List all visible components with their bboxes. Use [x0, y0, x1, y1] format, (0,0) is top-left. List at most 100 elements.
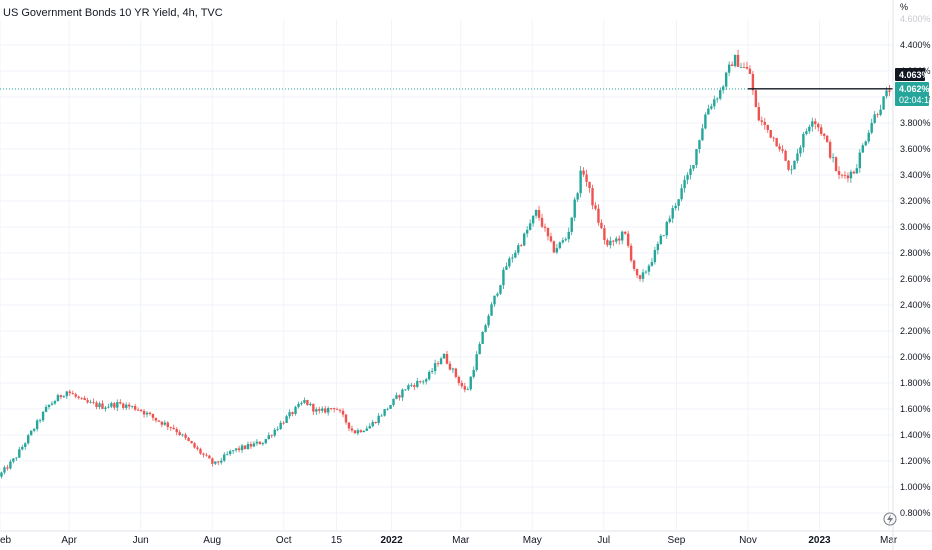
candle-body	[674, 205, 677, 209]
candle-body	[341, 410, 345, 415]
candle-body	[142, 410, 146, 415]
candles	[0, 49, 891, 479]
candle-body	[107, 406, 110, 408]
candle-body	[220, 460, 223, 463]
candle-body	[736, 54, 740, 67]
x-tick-label: Apr	[61, 535, 77, 546]
candle-body	[778, 146, 781, 150]
candle-body	[609, 240, 612, 246]
y-tick-label: 3.600%	[900, 144, 931, 154]
candle-body	[760, 120, 764, 122]
candle-body	[573, 199, 576, 218]
candle-body	[306, 400, 309, 406]
candle-body	[745, 66, 749, 69]
candle-body	[822, 133, 826, 136]
candle-body	[484, 325, 487, 332]
candle-body	[18, 449, 21, 458]
candle-body	[876, 114, 879, 116]
candle-body	[347, 422, 351, 429]
candle-body	[656, 243, 660, 251]
candle-body	[540, 217, 544, 227]
candle-body	[303, 400, 306, 403]
x-tick-label: Oct	[276, 535, 292, 546]
candle-body	[561, 240, 565, 243]
candle-body	[157, 420, 161, 422]
y-tick-label: 4.400%	[900, 40, 931, 50]
candle-body	[223, 454, 226, 461]
candle-body	[635, 268, 639, 276]
candle-body	[588, 181, 591, 189]
candle-body	[175, 429, 178, 433]
candle-body	[243, 445, 247, 449]
candle-body	[368, 426, 371, 429]
candle-body	[6, 467, 9, 469]
candle-body	[570, 217, 573, 232]
candle-body	[466, 389, 469, 391]
candle-body	[202, 453, 205, 455]
candle-body	[427, 371, 431, 380]
y-tick-label: 2.200%	[900, 326, 931, 336]
y-tick-label: 3.000%	[900, 222, 931, 232]
candle-body	[386, 408, 389, 410]
candle-body	[490, 304, 493, 316]
candle-body	[252, 443, 256, 447]
candle-body	[53, 401, 57, 404]
candle-body	[638, 275, 642, 279]
candle-body	[692, 165, 695, 169]
candle-body	[831, 157, 835, 159]
candle-body	[499, 285, 502, 294]
candle-body	[721, 86, 725, 91]
x-tick-label: Sep	[668, 535, 686, 546]
candle-body	[104, 407, 107, 409]
candle-body	[309, 403, 312, 406]
candle-body	[282, 422, 285, 424]
candle-body	[324, 408, 327, 413]
candle-body	[407, 385, 410, 390]
candle-body	[828, 141, 832, 158]
candle-body	[273, 429, 276, 436]
lightning-icon[interactable]	[883, 512, 897, 526]
candle-body	[659, 235, 663, 244]
candle-body	[591, 188, 594, 206]
candle-body	[374, 421, 377, 424]
candle-body	[430, 370, 434, 372]
candle-body	[80, 397, 83, 399]
candle-body	[62, 396, 66, 398]
candle-body	[802, 134, 805, 148]
candle-body	[514, 252, 517, 258]
candle-body	[300, 402, 303, 404]
candle-body	[249, 444, 253, 447]
candle-body	[454, 368, 458, 377]
candle-body	[151, 414, 155, 418]
y-tick-label: 1.400%	[900, 430, 931, 440]
candle-body	[404, 389, 407, 391]
candle-body	[733, 54, 737, 67]
candle-body	[321, 408, 324, 411]
x-tick-label: Jun	[133, 535, 149, 546]
level-badge	[895, 68, 925, 81]
y-tick-label: 3.200%	[900, 196, 931, 206]
candle-body	[451, 368, 455, 370]
candle-body	[680, 188, 683, 200]
y-tick-label: 1.000%	[900, 482, 931, 492]
y-tick-label: 2.800%	[900, 248, 931, 258]
last-price-label: 4.062%	[899, 84, 930, 94]
candle-body	[820, 127, 823, 134]
candle-body	[226, 454, 229, 455]
candle-body	[772, 137, 775, 139]
candle-body	[21, 446, 24, 450]
candle-body	[870, 122, 873, 133]
candle-body	[864, 141, 867, 146]
candle-body	[531, 215, 535, 224]
candle-body	[136, 409, 140, 411]
y-unit-label: %	[900, 2, 908, 12]
candle-body	[552, 241, 556, 253]
candle-body	[196, 447, 199, 449]
x-tick-label: Mar	[880, 535, 898, 546]
y-tick-label: 1.600%	[900, 404, 931, 414]
candle-body	[585, 174, 588, 182]
candle-body	[769, 129, 772, 138]
candle-body	[817, 123, 820, 128]
